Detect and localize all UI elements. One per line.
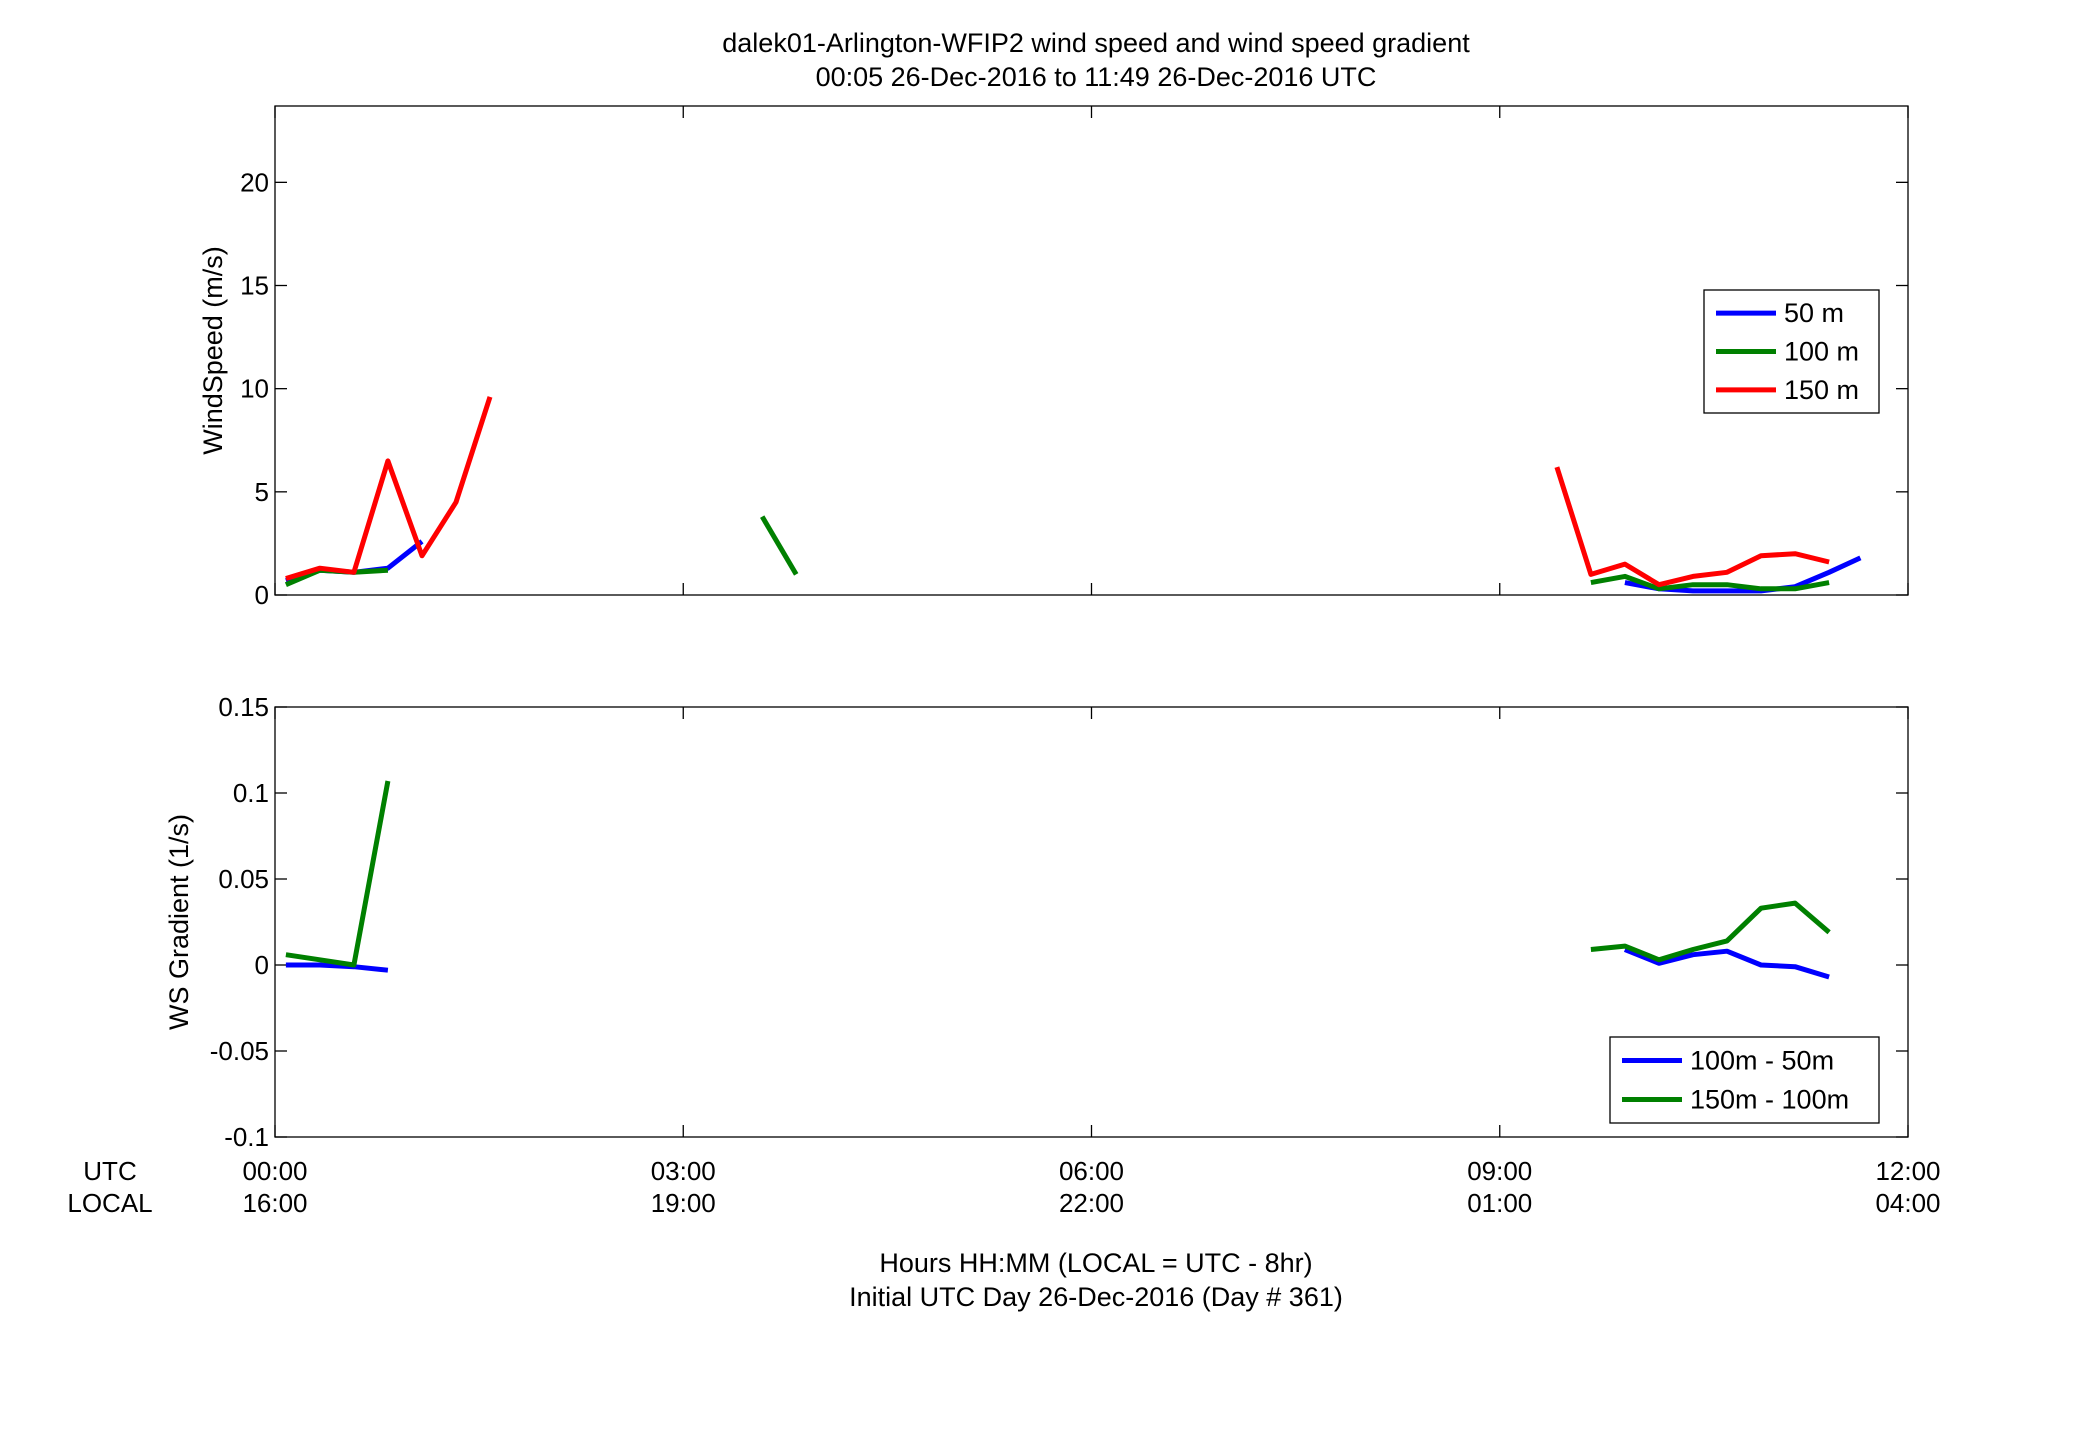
plot-area-frame — [274, 105, 1909, 596]
x-tick-label-utc: 09:00 — [1467, 1156, 1532, 1186]
x-tick-label-local: 01:00 — [1467, 1188, 1532, 1218]
x-tick-label-local: 04:00 — [1875, 1188, 1940, 1218]
legend-box — [1609, 1036, 1880, 1124]
legend-entry-label: 150m - 100m — [1690, 1085, 1849, 1115]
series-line-100-m — [1590, 573, 1830, 592]
legend-entry-label: 100m - 50m — [1690, 1046, 1834, 1076]
y-tick-label: 0.15 — [218, 692, 269, 722]
y-tick-label: 5 — [255, 477, 269, 507]
series-line-150-m — [1554, 466, 1830, 588]
local-row-label: LOCAL — [67, 1188, 152, 1218]
y-axis-label: WS Gradient (1/s) — [164, 814, 194, 1030]
y-tick-label: 20 — [240, 167, 269, 197]
series-line-100-m — [760, 515, 799, 576]
y-axis-label: WindSpeed (m/s) — [198, 246, 228, 455]
series-line-100m-50m — [1623, 947, 1830, 980]
chart-title-line2: 00:05 26-Dec-2016 to 11:49 26-Dec-2016 U… — [816, 62, 1377, 92]
x-tick-label-utc: 12:00 — [1875, 1156, 1940, 1186]
legend-entry-label: 50 m — [1784, 298, 1844, 328]
y-tick-label: 15 — [240, 271, 269, 301]
legend-entry-label: 150 m — [1784, 375, 1859, 405]
series-line-150-m — [285, 396, 493, 581]
y-tick-label: 0.05 — [218, 864, 269, 894]
windspeed-panel: 0 5 10 15 20 WindSpeed (m/s) 50 m 100 m 150 m — [198, 105, 1909, 610]
x-tick-label-utc: 03:00 — [651, 1156, 716, 1186]
y-tick-label: -0.1 — [224, 1122, 269, 1152]
x-tick-label-utc: 06:00 — [1059, 1156, 1124, 1186]
y-tick-label: 0 — [255, 950, 269, 980]
utc-row-label: UTC — [83, 1156, 136, 1186]
chart-title-line1: dalek01-Arlington-WFIP2 wind speed and w… — [722, 28, 1470, 58]
legend-entry-label: 100 m — [1784, 337, 1859, 367]
series-line-100m-50m — [285, 962, 389, 973]
series-line-150m-100m — [285, 780, 391, 968]
series-line-150m-100m — [1590, 900, 1831, 963]
y-tick-label: 0.1 — [233, 778, 269, 808]
x-tick-label-local: 19:00 — [651, 1188, 716, 1218]
y-tick-label: 10 — [240, 374, 269, 404]
y-tick-label: -0.05 — [210, 1036, 269, 1066]
x-tick-label-local: 22:00 — [1059, 1188, 1124, 1218]
x-axis-label-line2: Initial UTC Day 26-Dec-2016 (Day # 361) — [849, 1282, 1343, 1312]
x-axis-label-line1: Hours HH:MM (LOCAL = UTC - 8hr) — [879, 1248, 1312, 1278]
y-tick-label: 0 — [255, 580, 269, 610]
x-tick-label-utc: 00:00 — [242, 1156, 307, 1186]
x-tick-label-local: 16:00 — [242, 1188, 307, 1218]
